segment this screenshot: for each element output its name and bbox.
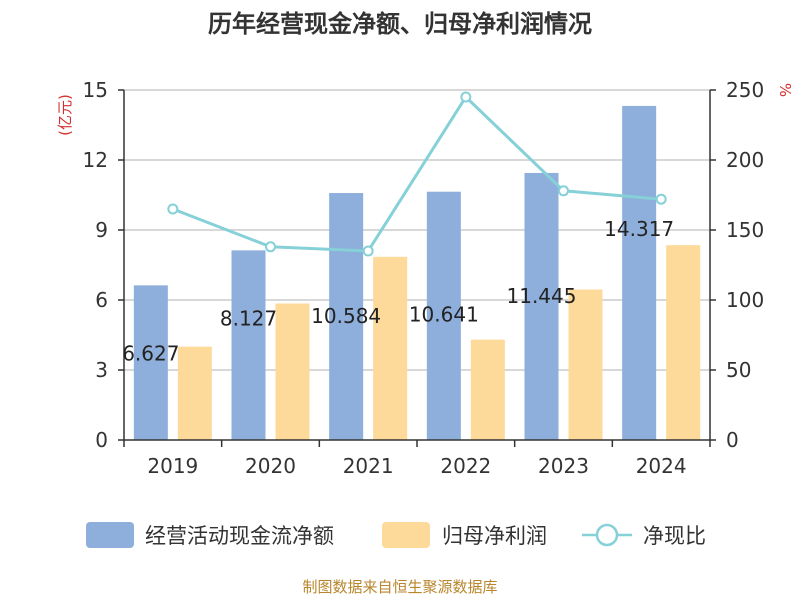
bar-cashflow	[426, 191, 461, 440]
ratio-point	[265, 241, 276, 253]
data-labels: 6.627 8.127 10.584 10.641 11.445 14.317	[122, 217, 674, 365]
data-label: 8.127	[220, 306, 277, 330]
bar-cashflow	[231, 250, 266, 440]
y-right-tick-label: 0	[726, 428, 739, 452]
data-label: 6.627	[122, 341, 179, 365]
bar-cashflow	[329, 193, 364, 440]
x-tick-label: 2021	[343, 454, 394, 478]
y-right-tick-label: 200	[726, 148, 764, 172]
bar-netprofit	[666, 245, 701, 440]
x-tick-label: 2020	[245, 454, 296, 478]
x-tick-label: 2022	[440, 454, 491, 478]
ratio-point	[558, 185, 569, 197]
y-left-tick-label: 9	[95, 218, 108, 242]
bar-cashflow	[524, 172, 559, 440]
y-right-unit: %	[776, 83, 794, 97]
ratio-line	[167, 91, 667, 257]
ratio-point	[655, 193, 667, 205]
bar-cashflow	[622, 105, 657, 440]
chart-title: 历年经营现金净额、归母净利润情况	[208, 10, 592, 38]
y-left-tick-label: 0	[95, 428, 108, 452]
y-left-tick-label: 15	[83, 78, 108, 102]
y-right-tick-label: 150	[726, 218, 764, 242]
bar-netprofit	[470, 339, 505, 440]
y-left-tick-label: 6	[95, 288, 108, 312]
legend: 经营活动现金流净额 归母净利润 净现比	[86, 522, 706, 548]
legend-label-cashflow: 经营活动现金流净额	[145, 524, 334, 548]
x-tick-label: 2023	[538, 454, 589, 478]
bar-netprofit	[177, 346, 212, 440]
legend-label-netprofit: 归母净利润	[442, 524, 547, 548]
grid	[124, 89, 710, 371]
bars	[133, 105, 701, 440]
y-right-tick-label: 100	[726, 288, 764, 312]
ratio-point	[362, 245, 374, 257]
data-label: 11.445	[507, 284, 577, 308]
y-left-tick-label: 3	[95, 358, 108, 382]
ratio-point	[167, 203, 179, 215]
legend-swatch-cashflow	[86, 522, 134, 548]
y-left-tick-label: 12	[83, 148, 108, 172]
legend-swatch-netprofit	[382, 522, 430, 548]
x-tick-label: 2019	[147, 454, 198, 478]
ratio-line-path	[172, 94, 662, 253]
data-label: 14.317	[604, 217, 674, 241]
y-left-unit: (亿元)	[56, 94, 74, 136]
y-right-tick-label: 250	[726, 78, 764, 102]
ratio-point	[460, 91, 472, 103]
bar-netprofit	[275, 303, 310, 440]
data-label: 10.584	[311, 304, 381, 328]
y-right-tick-label: 50	[726, 358, 751, 382]
bar-cashflow	[133, 285, 168, 440]
bar-netprofit	[373, 256, 408, 440]
x-tick-label: 2024	[636, 454, 687, 478]
legend-label-ratio: 净现比	[643, 524, 706, 548]
source-note: 制图数据来自恒生聚源数据库	[302, 578, 497, 596]
legend-swatch-ratio-marker	[595, 523, 619, 547]
bar-netprofit	[568, 289, 603, 440]
data-label: 10.641	[409, 303, 479, 327]
